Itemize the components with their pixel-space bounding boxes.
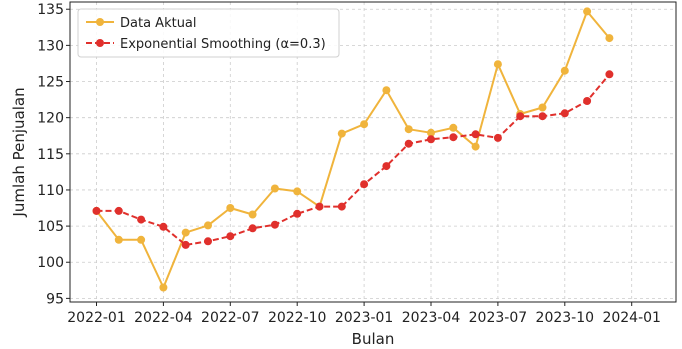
- data-point: [471, 130, 480, 139]
- x-tick-label: 2024-01: [602, 310, 661, 326]
- y-tick-label: 135: [37, 2, 64, 18]
- data-point: [293, 187, 302, 196]
- legend: Data Aktual Exponential Smoothing (α=0.3…: [77, 8, 340, 58]
- data-point: [427, 135, 435, 144]
- plot-frame: [69, 1, 677, 303]
- data-point: [583, 97, 592, 105]
- data-point: [315, 202, 324, 211]
- data-point: [538, 112, 547, 121]
- y-tick-label: 120: [37, 111, 64, 127]
- data-point: [427, 128, 435, 137]
- data-point: [270, 184, 279, 193]
- data-point: [471, 142, 480, 151]
- data-point: [404, 139, 413, 148]
- y-tick-label: 95: [46, 291, 64, 307]
- y-axis-label: Jumlah Penjualan: [10, 87, 28, 217]
- data-point: [382, 86, 391, 95]
- y-tick-label: 125: [37, 75, 64, 91]
- data-point: [114, 235, 123, 244]
- data-point: [538, 103, 547, 112]
- data-point: [248, 224, 257, 233]
- x-tick-label: 2023-07: [469, 310, 528, 326]
- series-line: [96, 73, 611, 246]
- data-point: [382, 162, 391, 171]
- legend-marker-actual: [96, 18, 104, 26]
- data-point: [114, 206, 123, 215]
- data-point: [181, 228, 190, 237]
- y-tick-label: 115: [37, 147, 64, 163]
- y-tick-label: 110: [37, 183, 64, 199]
- legend-box: [77, 8, 340, 58]
- data-point: [337, 202, 346, 211]
- x-tick-label: 2023-01: [335, 310, 394, 326]
- data-point: [560, 109, 569, 118]
- data-point: [605, 34, 614, 43]
- legend-label-actual: Data Aktual: [120, 16, 197, 31]
- data-point: [137, 235, 146, 244]
- data-point: [270, 220, 279, 229]
- data-point: [605, 70, 614, 79]
- series-layer: [92, 7, 614, 292]
- x-tick-label: 2022-07: [201, 310, 260, 326]
- data-point: [404, 125, 413, 134]
- data-point: [493, 60, 502, 69]
- data-point: [92, 206, 101, 215]
- y-tick-label: 105: [37, 219, 64, 235]
- data-point: [204, 221, 212, 230]
- x-axis: 2022-01 2022-04 2022-07 2022-10 2023-01 2023-…: [67, 302, 661, 326]
- data-point: [583, 7, 592, 16]
- data-point: [360, 180, 369, 189]
- data-point: [226, 232, 235, 241]
- legend-label-smoothing: Exponential Smoothing (α=0.3): [120, 37, 326, 52]
- data-point: [360, 120, 369, 129]
- series-1: [92, 70, 614, 249]
- data-point: [337, 129, 346, 138]
- x-tick-label: 2023-04: [402, 310, 461, 326]
- data-point: [137, 215, 146, 224]
- x-tick-label: 2022-04: [134, 310, 193, 326]
- y-tick-label: 130: [37, 38, 64, 54]
- legend-marker-smoothing: [96, 39, 104, 47]
- x-tick-label: 2022-01: [67, 310, 126, 326]
- data-point: [516, 112, 525, 121]
- data-point: [204, 237, 212, 246]
- y-axis: 95 100 105 110 115 120 125 130 135: [37, 2, 70, 307]
- x-tick-label: 2022-10: [268, 310, 327, 326]
- x-tick-label: 2023-10: [536, 310, 595, 326]
- data-point: [248, 210, 257, 219]
- data-point: [449, 123, 458, 132]
- data-point: [181, 240, 190, 249]
- data-point: [159, 283, 168, 292]
- data-point: [449, 133, 458, 142]
- data-point: [226, 204, 235, 212]
- data-point: [159, 222, 168, 231]
- data-point: [293, 209, 302, 218]
- data-point: [560, 66, 569, 75]
- data-point: [493, 133, 502, 142]
- y-tick-label: 100: [37, 255, 64, 271]
- x-axis-label: Bulan: [352, 330, 395, 348]
